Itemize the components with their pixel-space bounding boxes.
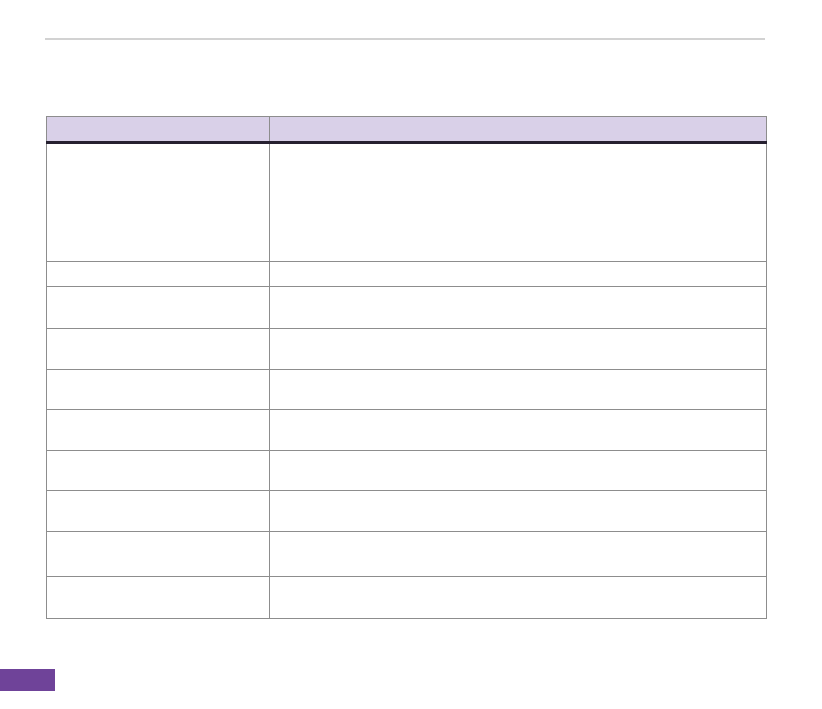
table-cell [269,409,767,451]
table-row [46,142,767,262]
table-header-row [46,116,767,144]
table-cell [269,286,767,329]
table-cell [269,261,767,287]
table-cell [269,576,767,619]
spec-table-body [46,142,767,619]
table-row [46,286,767,329]
table-cell [46,328,270,370]
table-row [46,490,767,532]
page-number-badge [0,669,55,691]
page-divider-rule [45,38,765,40]
table-cell [269,531,767,577]
table-row [46,261,767,287]
spec-table [46,116,767,619]
table-cell [46,409,270,451]
table-header-cell-col1 [46,116,270,144]
table-cell [269,369,767,410]
table-row [46,369,767,410]
table-cell [46,450,270,491]
table-cell [46,490,270,532]
table-cell [46,369,270,410]
table-cell [46,286,270,329]
spec-table-header [46,116,767,144]
table-row [46,531,767,577]
table-cell [269,328,767,370]
table-cell [46,576,270,619]
table-cell [269,490,767,532]
table-cell [269,142,767,262]
table-cell [46,261,270,287]
table-cell [46,531,270,577]
table-row [46,328,767,370]
table-row [46,576,767,619]
table-header-cell-col2 [269,116,767,144]
table-cell [46,142,270,262]
table-row [46,409,767,451]
table-row [46,450,767,491]
table-cell [269,450,767,491]
